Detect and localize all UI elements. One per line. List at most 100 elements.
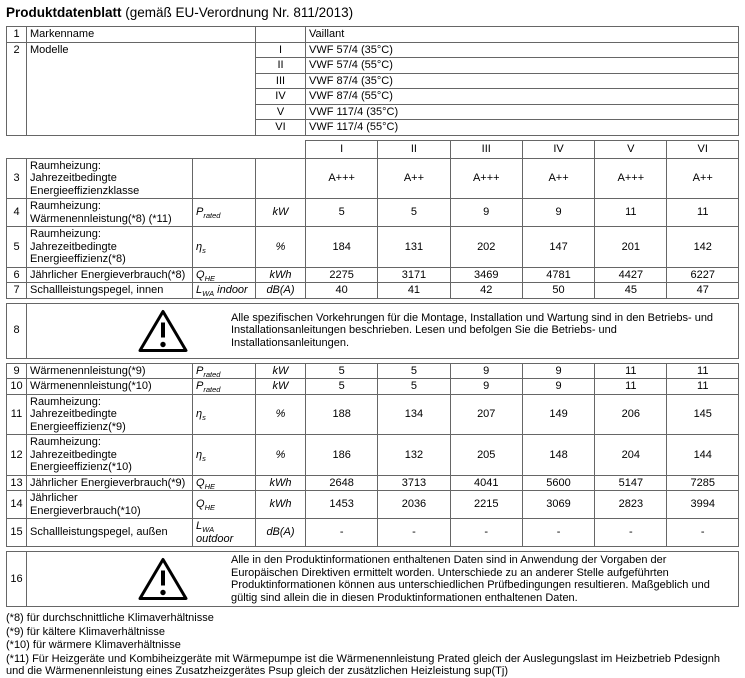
- row-number: 9: [6, 362, 27, 379]
- value-cell: 201: [594, 226, 668, 268]
- value-cell: 9: [521, 198, 596, 227]
- row-symbol: [192, 157, 256, 199]
- brand-models-table: 1 Markenname Vaillant 2 Modelle I VWF 57/4 (35…: [6, 26, 739, 136]
- value-cell: 41: [377, 282, 451, 299]
- quantity-symbol: P: [196, 364, 204, 377]
- value-cell: 6227: [666, 266, 739, 283]
- quantity-subscript: rated: [203, 211, 221, 221]
- model-name: VWF 117/4 (55°C): [305, 119, 739, 136]
- model-row: 2 Modelle I VWF 57/4 (35°C): [6, 41, 739, 136]
- quantity-subscript: WA: [202, 289, 215, 298]
- value-cell: 50: [521, 282, 596, 299]
- warning-text: Alle in den Produktinformationen enthalt…: [231, 554, 710, 604]
- value-cell: 149: [521, 393, 596, 435]
- row-symbol: LWA indoor: [192, 282, 256, 299]
- column-header: I: [304, 139, 379, 159]
- model-name: VWF 117/4 (35°C): [305, 103, 739, 120]
- quantity-symbol: Q: [196, 268, 205, 281]
- value-cell: 131: [377, 226, 451, 268]
- value-cell: 3994: [666, 490, 739, 519]
- row-number: 2: [6, 41, 27, 136]
- value-cell: -: [377, 518, 451, 547]
- value-cell: -: [449, 518, 523, 547]
- spec-row: 14 Jährlicher Energieverbrauch(*10) QHE kWh…: [6, 490, 739, 519]
- row-unit: %: [255, 393, 306, 435]
- value-cell: 4781: [521, 266, 596, 283]
- value-cell: -: [304, 518, 379, 547]
- row-number: 5: [6, 226, 27, 268]
- warning-row: 8 Alle spezifischen Vorkehrungen für die …: [6, 302, 739, 359]
- quantity-symbol: L: [196, 284, 203, 296]
- spec-row: 13 Jährlicher Energieverbrauch(*9) QHE kWh 2…: [6, 474, 739, 491]
- value-cell: 45: [594, 282, 668, 299]
- quantity-subscript: HE: [204, 273, 215, 283]
- value-cell: 42: [449, 282, 523, 299]
- value-cell: 47: [666, 282, 739, 299]
- value-cell: 3469: [449, 266, 523, 283]
- row-unit: %: [255, 226, 306, 268]
- model-numeral: I: [255, 41, 306, 58]
- quantity-subscript: s: [202, 413, 206, 423]
- quantity-symbol: L: [196, 520, 203, 532]
- value-cell: A+++: [449, 157, 523, 199]
- row-number: 8: [6, 302, 27, 359]
- row-label: Raumheizung: Jahrezeitbedingte Energieef…: [26, 157, 193, 199]
- value-cell: 11: [594, 362, 668, 379]
- model-numeral: VI: [255, 119, 306, 136]
- row-unit: dB(A): [255, 282, 306, 299]
- value-cell: 207: [449, 393, 523, 435]
- row-number: 4: [6, 198, 27, 227]
- model-numeral: IV: [255, 88, 306, 105]
- row-unit: kWh: [255, 490, 306, 519]
- model-numeral: II: [255, 57, 306, 74]
- quantity-symbol: P: [196, 380, 204, 392]
- spec-row: 6 Jährlicher Energieverbrauch(*8) QHE kWh 22…: [6, 266, 739, 283]
- row-label: Jährlicher Energieverbrauch(*8): [26, 266, 193, 283]
- quantity-subscript: WA: [202, 525, 215, 535]
- value-cell: 11: [666, 378, 739, 395]
- value-cell: 4041: [449, 474, 523, 491]
- value-cell: 2648: [304, 474, 379, 491]
- value-cell: A++: [666, 157, 739, 199]
- spec-row: 3 Raumheizung: Jahrezeitbedingte Energiee…: [6, 157, 739, 199]
- model-name: VWF 87/4 (35°C): [305, 72, 739, 89]
- footnote: (*10) für wärmere Klimaverhältnisse: [6, 639, 181, 651]
- value-cell: 2036: [377, 490, 451, 519]
- row-symbol: Prated: [192, 198, 256, 227]
- row-label: Schallleistungspegel, innen: [26, 282, 193, 299]
- model-name: VWF 57/4 (55°C): [305, 57, 739, 74]
- row-unit: kW: [255, 198, 306, 227]
- quantity-subscript: rated: [203, 369, 221, 379]
- value-cell: 204: [594, 434, 668, 476]
- spec-row: 7 Schallleistungspegel, innen LWA indoor dB…: [6, 282, 739, 299]
- row-unit: %: [255, 434, 306, 476]
- value-cell: 5: [377, 198, 451, 227]
- quantity-symbol: η: [196, 448, 203, 461]
- value-cell: 1453: [304, 490, 379, 519]
- value-cell: 5: [304, 378, 379, 395]
- value-cell: 9: [449, 378, 523, 395]
- row-number: 12: [6, 434, 27, 476]
- value-cell: 11: [594, 378, 668, 395]
- row-label: Jährlicher Energieverbrauch(*9): [26, 474, 193, 491]
- column-header: V: [594, 139, 668, 159]
- row-label: Raumheizung: Wärmenennleistung(*8) (*11): [26, 198, 193, 227]
- row-number: 16: [6, 551, 27, 607]
- row-number: 11: [6, 393, 27, 435]
- value-cell: 206: [594, 393, 668, 435]
- brand-value: Vaillant: [305, 26, 739, 43]
- quantity-subscript: rated: [203, 385, 221, 394]
- row-label: Wärmenennleistung(*10): [26, 378, 193, 395]
- row-label: Raumheizung: Jahrezeitbedingte Energieef…: [26, 226, 193, 268]
- row-symbol: ηs: [192, 226, 256, 268]
- row-symbol: QHE: [192, 266, 256, 283]
- value-cell: 188: [304, 393, 379, 435]
- model-name: VWF 57/4 (35°C): [305, 41, 739, 58]
- value-cell: 3069: [521, 490, 596, 519]
- row-label: Wärmenennleistung(*9): [26, 362, 193, 379]
- value-cell: 11: [666, 362, 739, 379]
- quantity-symbol: η: [196, 240, 203, 253]
- value-cell: 5: [304, 198, 379, 227]
- value-cell: 186: [304, 434, 379, 476]
